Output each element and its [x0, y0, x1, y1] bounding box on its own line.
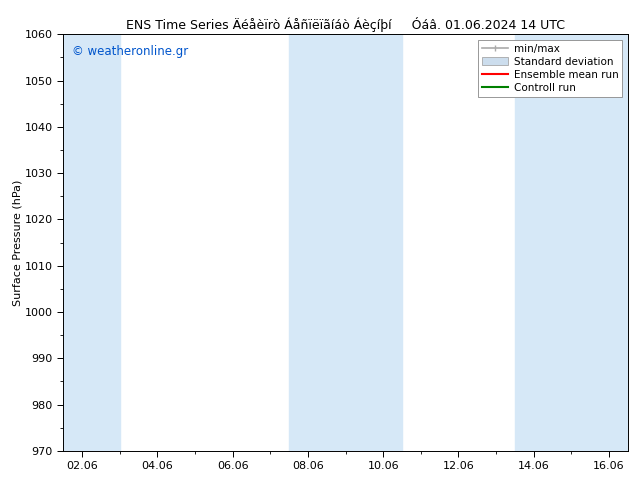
Text: © weatheronline.gr: © weatheronline.gr [72, 45, 188, 58]
Bar [289, 34, 402, 451]
Y-axis label: Surface Pressure (hPa): Surface Pressure (hPa) [12, 179, 22, 306]
Bar [63, 34, 120, 451]
Legend: min/max, Standard deviation, Ensemble mean run, Controll run: min/max, Standard deviation, Ensemble me… [478, 40, 623, 97]
Title: ENS Time Series Äéåèïrò Áåñïëïãíáò Áèçíþí     Óáâ. 01.06.2024 14 UTC: ENS Time Series Äéåèïrò Áåñïëïãíáò Áèçíþ… [126, 17, 565, 32]
Bar [515, 34, 628, 451]
